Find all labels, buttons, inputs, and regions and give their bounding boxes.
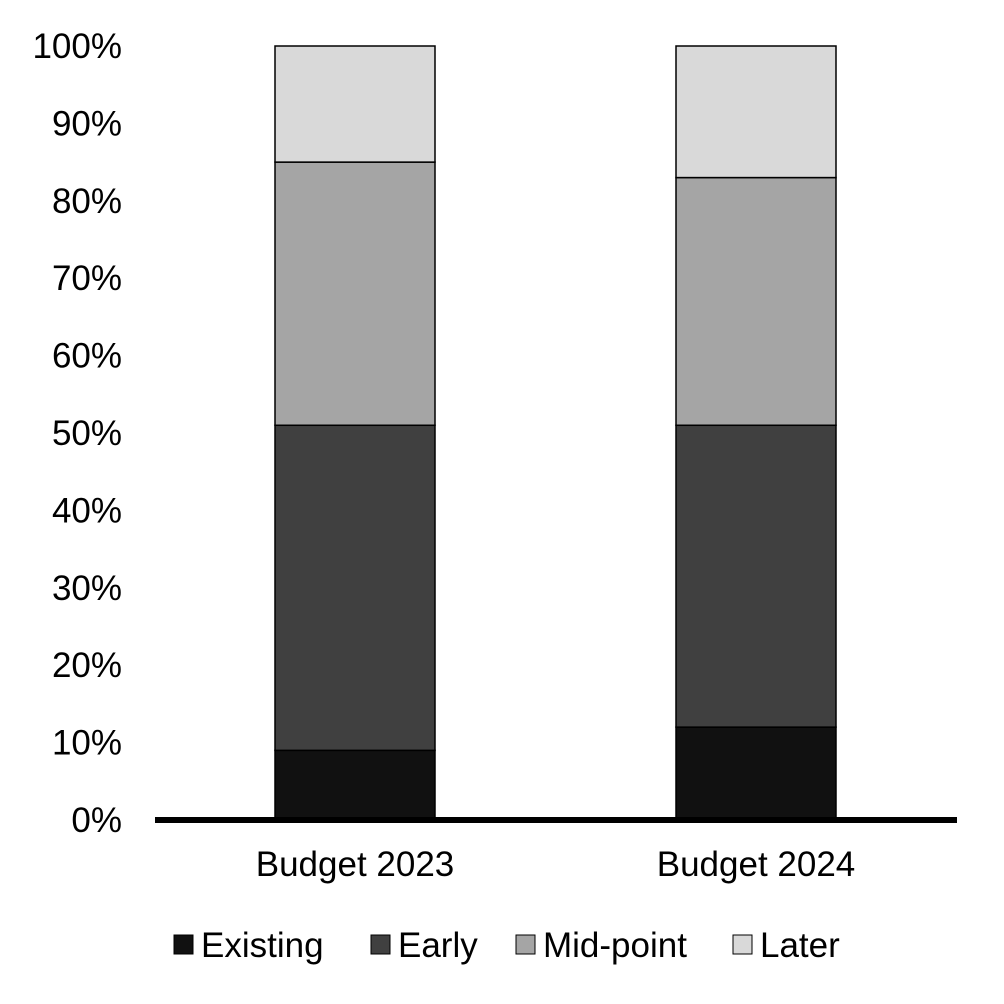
legend-swatch-existing bbox=[173, 934, 194, 955]
legend: Existing Early Mid-point Later bbox=[173, 926, 840, 965]
legend-swatch-mid-point bbox=[515, 934, 536, 955]
bar-segment-early bbox=[675, 424, 837, 728]
legend-swatch-later bbox=[732, 934, 753, 955]
category-labels: Budget 2023 Budget 2024 bbox=[256, 845, 856, 884]
bar-segment-later bbox=[274, 45, 436, 163]
bar-segment-mid-point bbox=[274, 161, 436, 427]
y-tick-label: 0% bbox=[71, 801, 122, 840]
y-tick-label: 100% bbox=[32, 27, 122, 66]
legend-swatch-early bbox=[370, 934, 391, 955]
bar-segment-mid-point bbox=[675, 176, 837, 427]
y-tick-label: 30% bbox=[52, 569, 122, 608]
legend-label-early: Early bbox=[398, 926, 478, 965]
legend-label-later: Later bbox=[760, 926, 840, 965]
y-tick-label: 90% bbox=[52, 104, 122, 143]
bar-segment-early bbox=[274, 424, 436, 752]
y-tick-label: 50% bbox=[52, 414, 122, 453]
y-tick-label: 60% bbox=[52, 337, 122, 376]
legend-label-mid-point: Mid-point bbox=[543, 926, 687, 965]
x-category-label: Budget 2024 bbox=[657, 845, 856, 884]
x-category-label: Budget 2023 bbox=[256, 845, 455, 884]
y-tick-label: 40% bbox=[52, 491, 122, 530]
bar-segment-later bbox=[675, 45, 837, 179]
bar-segment-existing bbox=[675, 726, 837, 821]
y-axis-ticks: 0% 10% 20% 30% 40% 50% 60% 70% 80% 90% 100% bbox=[32, 27, 122, 840]
bars bbox=[274, 45, 837, 821]
bar-segment-existing bbox=[274, 749, 436, 821]
y-tick-label: 80% bbox=[52, 182, 122, 221]
legend-label-existing: Existing bbox=[201, 926, 324, 965]
y-tick-label: 20% bbox=[52, 646, 122, 685]
y-tick-label: 70% bbox=[52, 259, 122, 298]
y-tick-label: 10% bbox=[52, 724, 122, 763]
